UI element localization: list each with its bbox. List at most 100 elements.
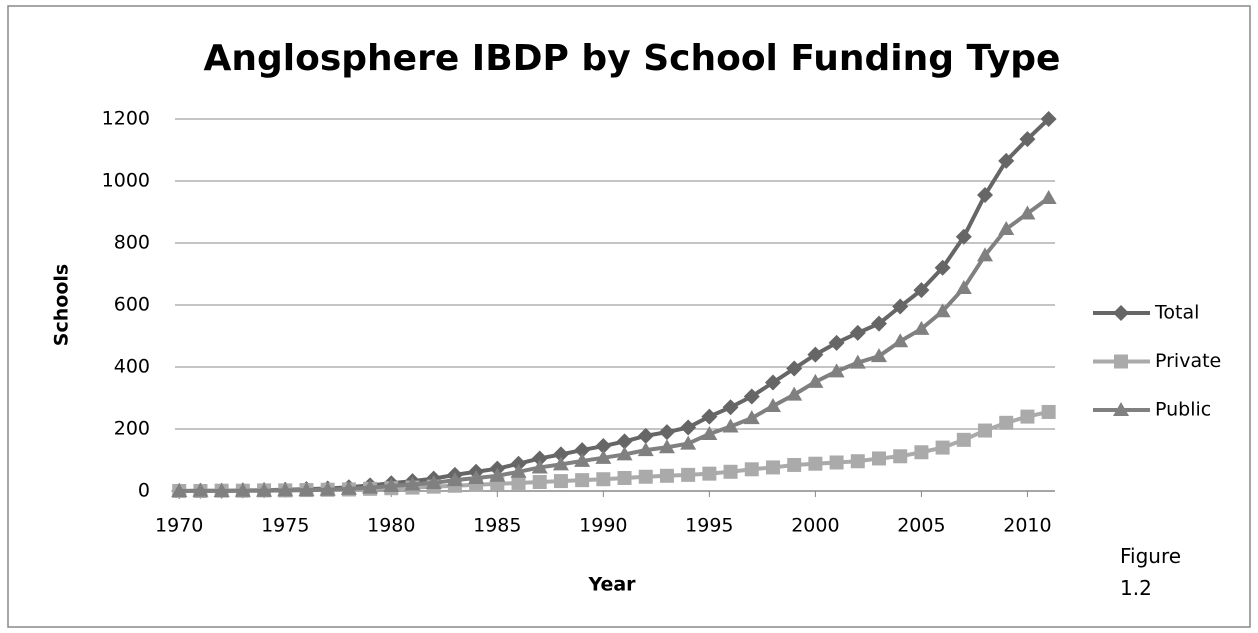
y-tick-label: 1000 [102, 170, 150, 192]
x-tick-label: 1995 [685, 515, 733, 537]
marker [383, 478, 400, 493]
marker [764, 398, 781, 413]
chart-border [7, 5, 1251, 628]
marker [765, 460, 780, 475]
marker [553, 474, 568, 489]
y-tick-label: 400 [114, 356, 150, 378]
marker [446, 472, 463, 487]
marker [807, 346, 824, 363]
marker [192, 482, 209, 497]
marker [510, 463, 527, 478]
marker [171, 483, 188, 497]
marker [616, 446, 633, 461]
marker [1019, 205, 1036, 220]
legend-marker [1113, 305, 1129, 321]
marker [658, 424, 675, 441]
marker [743, 410, 760, 425]
marker [955, 228, 972, 245]
marker [935, 440, 950, 455]
x-tick-label: 1980 [367, 515, 415, 537]
legend-label: Private [1155, 350, 1221, 372]
marker [531, 450, 548, 467]
marker [701, 408, 718, 425]
marker [617, 470, 632, 485]
chart-title: Anglosphere IBDP by School Funding Type [204, 38, 1061, 79]
marker [913, 282, 930, 299]
x-tick-label: 1970 [155, 515, 203, 537]
marker [977, 186, 994, 203]
x-tick-label: 2010 [1003, 515, 1051, 537]
marker [786, 386, 803, 401]
marker [532, 475, 547, 490]
marker [702, 466, 717, 481]
y-tick-label: 800 [114, 232, 150, 254]
marker [595, 438, 612, 455]
marker [658, 439, 675, 454]
marker [998, 221, 1015, 236]
legend-label: Total [1154, 302, 1199, 324]
x-axis-label: Year [587, 574, 636, 596]
marker [913, 320, 930, 335]
legend-label: Public [1155, 399, 1211, 421]
marker [764, 374, 781, 391]
marker [1041, 404, 1056, 419]
x-tick-label: 1990 [579, 515, 627, 537]
marker [659, 468, 674, 483]
marker [892, 298, 909, 315]
marker [468, 469, 485, 484]
marker [807, 373, 824, 388]
marker [616, 433, 633, 450]
marker [786, 360, 803, 377]
marker [552, 446, 569, 463]
marker [680, 435, 697, 450]
x-tick-label: 1975 [261, 515, 309, 537]
marker [743, 388, 760, 405]
y-tick-label: 200 [114, 418, 150, 440]
marker [213, 483, 230, 497]
marker [998, 152, 1015, 169]
y-tick-label: 0 [138, 480, 150, 502]
marker [404, 476, 421, 491]
marker [850, 454, 865, 469]
marker [574, 452, 591, 467]
marker [872, 451, 886, 466]
y-axis-label: Schools [51, 264, 73, 346]
marker [298, 482, 315, 497]
legend-marker [1113, 402, 1129, 416]
annotation: Figure 1.2 [1120, 544, 1182, 600]
marker [787, 457, 802, 472]
marker [744, 462, 759, 477]
marker [637, 427, 654, 444]
marker [340, 480, 357, 495]
marker [574, 442, 591, 459]
marker [722, 399, 739, 416]
marker [701, 425, 718, 440]
marker [914, 445, 929, 460]
marker [955, 279, 972, 294]
marker [829, 455, 844, 470]
marker [1040, 190, 1057, 205]
marker [808, 456, 823, 471]
marker [531, 459, 548, 474]
marker [871, 315, 887, 332]
annotation-box: Figure 1.2 [1120, 544, 1182, 600]
marker [510, 455, 527, 472]
marker [956, 432, 971, 447]
x-tick-label: 2005 [897, 515, 945, 537]
marker [1040, 111, 1057, 127]
y-tick-label: 600 [114, 294, 150, 316]
marker [362, 479, 379, 494]
marker [511, 475, 526, 490]
marker [1020, 409, 1035, 424]
x-tick-label: 2000 [791, 515, 839, 537]
marker [999, 415, 1014, 430]
marker [680, 419, 697, 436]
marker [319, 481, 336, 496]
x-tick-label: 1985 [473, 515, 521, 537]
marker [596, 472, 611, 487]
marker [892, 333, 909, 348]
marker [934, 259, 951, 276]
marker [723, 464, 738, 479]
marker [849, 324, 866, 341]
